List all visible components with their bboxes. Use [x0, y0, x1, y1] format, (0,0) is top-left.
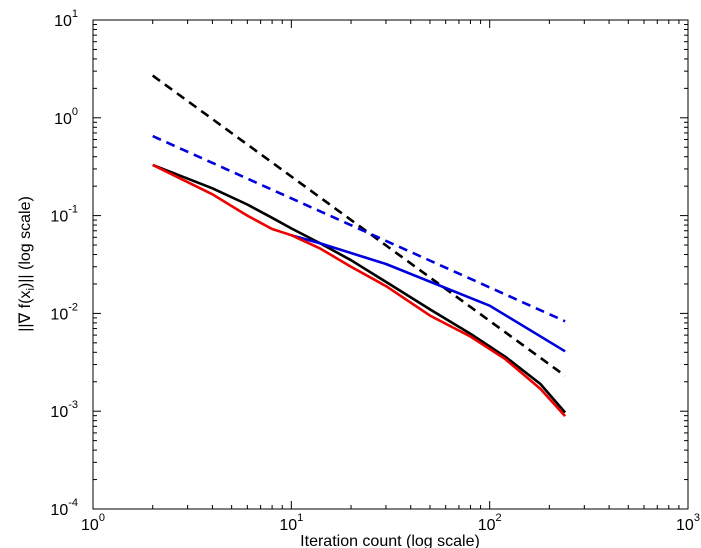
y-axis-label: ||∇ f(xi)|| (log scale) — [17, 196, 37, 332]
x-tick-label: 101 — [279, 512, 303, 534]
x-tick-label: 103 — [676, 512, 700, 534]
y-tick-labels: 10-4 10-3 10-2 10-1 100 101 — [50, 8, 78, 519]
series-line-1 — [152, 134, 566, 323]
y-tick-label: 10-1 — [50, 204, 78, 226]
series-line-0 — [151, 74, 566, 377]
series-line-3 — [290, 233, 566, 353]
y-tick-label: 101 — [54, 8, 78, 30]
x-tick-label: 102 — [478, 512, 502, 534]
axis-ticks — [92, 19, 689, 510]
x-axis-label: Iteration count (log scale) — [300, 533, 480, 548]
y-tick-label: 10-4 — [50, 497, 78, 519]
data-series — [151, 74, 567, 417]
x-tick-label: 100 — [81, 512, 105, 534]
series-line-4 — [152, 163, 567, 417]
y-tick-label: 10-3 — [50, 399, 78, 421]
y-tick-label: 100 — [54, 106, 78, 128]
x-tick-labels: 100 101 102 103 — [81, 512, 700, 534]
series-line-2 — [152, 163, 567, 414]
y-tick-label: 10-2 — [50, 301, 78, 323]
